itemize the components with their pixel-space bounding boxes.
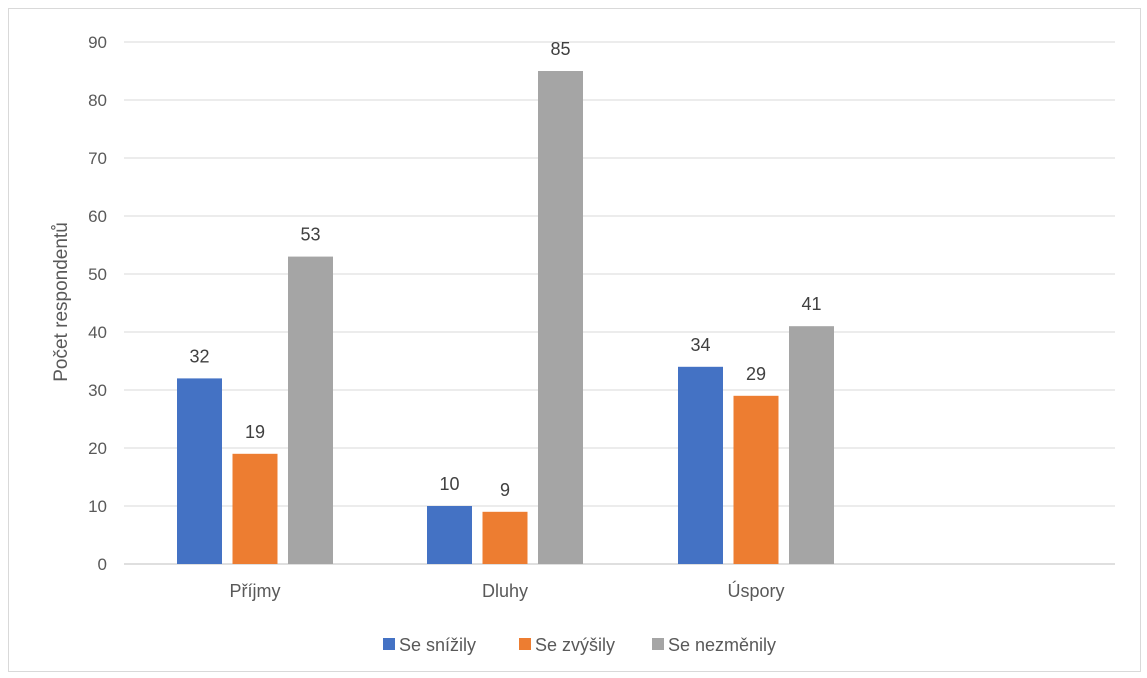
y-tick-label: 40 <box>88 323 107 342</box>
y-tick-label: 30 <box>88 381 107 400</box>
y-tick-label: 20 <box>88 439 107 458</box>
y-axis-title: Počet respondentů <box>51 222 72 382</box>
y-tick-label: 0 <box>98 555 107 574</box>
data-label: 19 <box>245 422 265 442</box>
y-tick-label: 90 <box>88 33 107 52</box>
data-label: 29 <box>746 364 766 384</box>
y-tick-label: 80 <box>88 91 107 110</box>
bar <box>733 395 779 564</box>
y-tick-label: 60 <box>88 207 107 226</box>
bar <box>177 378 222 564</box>
bar <box>789 326 834 564</box>
y-tick-label: 70 <box>88 149 107 168</box>
data-label: 34 <box>690 335 710 355</box>
legend-swatch <box>519 638 531 650</box>
bar <box>288 256 333 564</box>
legend-swatch <box>652 638 664 650</box>
data-label: 85 <box>550 39 570 59</box>
legend-label: Se snížily <box>399 635 476 655</box>
bars <box>177 71 834 564</box>
legend: Se snížily Se zvýšily Se nezměnily <box>383 635 776 655</box>
data-label: 41 <box>801 294 821 314</box>
bar <box>538 71 583 564</box>
x-axis-categories: Příjmy Dluhy Úspory <box>230 580 785 601</box>
data-label: 9 <box>500 480 510 500</box>
legend-label: Se zvýšily <box>535 635 615 655</box>
y-tick-label: 10 <box>88 497 107 516</box>
legend-label: Se nezměnily <box>668 635 776 655</box>
data-label: 53 <box>300 225 320 245</box>
data-labels: 32 10 34 19 9 29 53 85 41 <box>189 39 821 500</box>
x-tick-label: Příjmy <box>230 581 281 601</box>
legend-swatch <box>383 638 395 650</box>
y-tick-label: 50 <box>88 265 107 284</box>
x-tick-label: Dluhy <box>482 581 528 601</box>
legend-item: Se zvýšily <box>519 635 615 655</box>
bar <box>482 511 528 564</box>
data-label: 10 <box>439 474 459 494</box>
legend-item: Se snížily <box>383 635 476 655</box>
y-axis-ticks: 0 10 20 30 40 50 60 70 80 90 <box>88 33 107 574</box>
bar <box>678 366 723 564</box>
bar <box>427 506 472 564</box>
legend-item: Se nezměnily <box>652 635 776 655</box>
bar <box>232 453 278 564</box>
data-label: 32 <box>189 346 209 366</box>
x-tick-label: Úspory <box>727 580 784 601</box>
